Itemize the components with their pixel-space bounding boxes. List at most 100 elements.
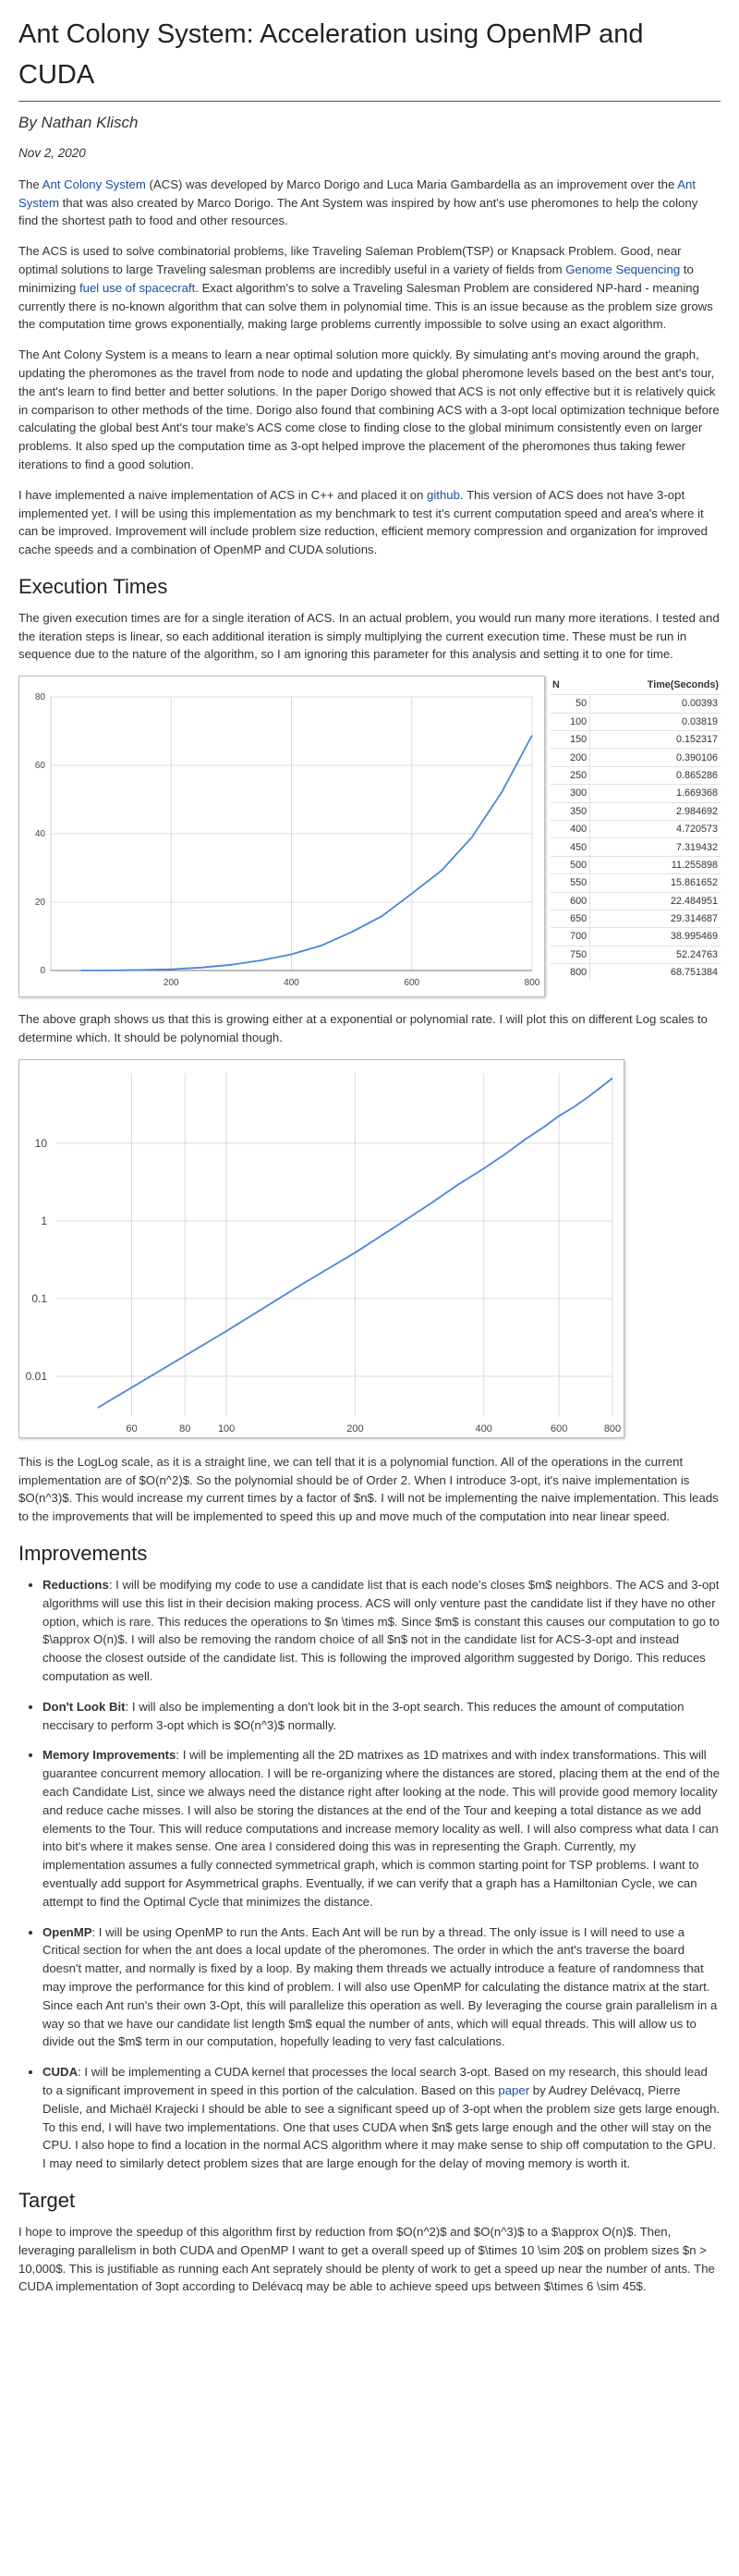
- cell-n: 350: [551, 801, 590, 821]
- list-item-reductions: Reductions: I will be modifying my code …: [42, 1576, 721, 1686]
- intro-paragraph-2: The ACS is used to solve combinatorial p…: [18, 242, 721, 334]
- cell-n: 700: [551, 927, 590, 946]
- table-row: 700 38.995469: [551, 927, 721, 946]
- text: . Exact algorithm's to solve a Traveling…: [18, 280, 713, 332]
- item-text: by Audrey Delévacq, Pierre Delisle, and …: [42, 2082, 721, 2171]
- column-header-time: Time(Seconds): [647, 679, 719, 691]
- github-link[interactable]: github: [427, 487, 460, 502]
- x-tick-label: 400: [284, 978, 299, 988]
- execution-paragraph-3: This is the LogLog scale, as it is a str…: [18, 1454, 719, 1524]
- table-row: 50 0.00393: [551, 694, 721, 714]
- table-row: 200 0.390106: [551, 748, 721, 767]
- text: (ACS) was developed by Marco Dorigo and …: [145, 177, 678, 191]
- x-tick-label: 400: [476, 1423, 492, 1435]
- table-row: 650 29.314687: [551, 909, 721, 928]
- cell-time: 0.03819: [589, 712, 721, 731]
- improvements-list: Reductions: I will be modifying my code …: [18, 1576, 721, 2173]
- table-row: 750 52.24763: [551, 945, 721, 964]
- paper-link[interactable]: paper: [498, 2082, 530, 2097]
- cell-n: 600: [551, 891, 590, 910]
- y-tick-label: 80: [35, 692, 46, 702]
- cell-time: 52.24763: [589, 945, 721, 964]
- item-text: : I will be implementing all the 2D matr…: [42, 1748, 721, 1909]
- cell-time: 29.314687: [589, 909, 721, 928]
- y-tick-label: 40: [35, 829, 46, 839]
- table-row: 250 0.865286: [551, 765, 721, 785]
- cell-time: 1.669368: [589, 784, 721, 803]
- publish-date: Nov 2, 2020: [18, 145, 86, 160]
- intro-paragraph-4: I have implemented a naive implementatio…: [18, 486, 721, 559]
- y-tick-label: 0.01: [26, 1370, 48, 1383]
- table-row: 500 11.255898: [551, 855, 721, 874]
- y-tick-label: 60: [35, 761, 46, 771]
- y-tick-label: 0.1: [31, 1292, 47, 1305]
- x-tick-label: 200: [164, 978, 179, 988]
- cell-n: 300: [551, 784, 590, 803]
- item-text: : I will also be implementing a don't lo…: [42, 1699, 684, 1732]
- text: to minimizing: [18, 262, 694, 295]
- text: The: [18, 177, 42, 191]
- cell-n: 650: [551, 909, 590, 928]
- table-row: 800 68.751384: [551, 963, 721, 982]
- ant-system-link[interactable]: Ant System: [18, 177, 697, 210]
- cell-time: 0.390106: [589, 748, 721, 767]
- linear-chart-row: 200 400 600 800 0 20 40 60 80 N Time(Seconds) 50…: [18, 676, 721, 998]
- list-item-cuda: CUDA: I will be implementing a CUDA kern…: [42, 2063, 721, 2173]
- y-tick-label: 1: [41, 1215, 47, 1227]
- item-label: CUDA: [42, 2065, 79, 2080]
- author-byline: By Nathan Klisch: [18, 114, 139, 131]
- table-row: 450 7.319432: [551, 837, 721, 857]
- linear-chart-frame: 200 400 600 800 0 20 40 60 80: [18, 676, 545, 998]
- text: . This version of ACS does not have 3-op…: [18, 487, 708, 557]
- execution-times-heading: Execution Times: [18, 574, 168, 598]
- table-row: 400 4.720573: [551, 820, 721, 838]
- cell-time: 0.152317: [589, 730, 721, 749]
- y-tick-label: 20: [35, 897, 46, 908]
- cell-n: 200: [551, 748, 590, 767]
- article: Ant Colony System: Acceleration using Op…: [0, 0, 739, 2326]
- list-item-dont-look-bit: Don't Look Bit: I will also be implement…: [42, 1698, 721, 1735]
- cell-time: 7.319432: [589, 837, 721, 857]
- text: I have implemented a naive implementatio…: [18, 487, 428, 502]
- cell-n: 750: [551, 945, 590, 964]
- series-line: [97, 1077, 613, 1409]
- x-tick-label: 600: [404, 978, 419, 988]
- text: that was also created by Marco Dorigo. T…: [18, 195, 698, 228]
- cell-n: 150: [551, 730, 590, 749]
- cell-time: 38.995469: [589, 927, 721, 946]
- y-tick-label: 0: [40, 966, 45, 976]
- x-tick-label: 80: [179, 1423, 190, 1435]
- improvements-heading: Improvements: [18, 1542, 148, 1566]
- loglog-chart-frame: 60 80 100 200 400 600 800 0.01 0.1 1 10: [18, 1058, 624, 1438]
- cell-n: 50: [551, 694, 590, 714]
- loglog-time-chart: 60 80 100 200 400 600 800 0.01 0.1 1 10: [26, 1072, 621, 1435]
- genome-sequencing-link[interactable]: Genome Sequencing: [565, 262, 681, 276]
- intro-paragraph-3: The Ant Colony System is a means to lear…: [18, 348, 720, 471]
- intro-paragraph-1: The Ant Colony System (ACS) was develope…: [18, 176, 721, 230]
- linear-time-chart: 200 400 600 800 0 20 40 60 80: [35, 692, 540, 988]
- cell-time: 68.751384: [589, 963, 721, 982]
- cell-time: 2.984692: [589, 801, 721, 821]
- x-tick-label: 800: [604, 1423, 621, 1435]
- x-tick-label: 600: [551, 1423, 567, 1435]
- list-item-memory: Memory Improvements: I will be implement…: [42, 1746, 721, 1911]
- table-row: 150 0.152317: [551, 730, 721, 749]
- cell-time: 0.865286: [589, 765, 721, 785]
- cell-n: 800: [551, 963, 590, 982]
- column-header-n: N: [552, 679, 560, 691]
- cell-n: 100: [551, 712, 590, 731]
- cell-n: 250: [551, 765, 590, 785]
- spacecraft-fuel-link[interactable]: fuel use of spacecraft: [79, 280, 196, 295]
- page-title: Ant Colony System: Acceleration using Op…: [18, 15, 721, 102]
- table-row: 600 22.484951: [551, 891, 721, 910]
- execution-paragraph-2: The above graph shows us that this is gr…: [18, 1012, 709, 1045]
- target-heading: Target: [18, 2188, 76, 2212]
- table-row: 100 0.03819: [551, 712, 721, 731]
- cell-time: 15.861652: [589, 873, 721, 893]
- cell-time: 22.484951: [589, 891, 721, 910]
- cell-time: 4.720573: [589, 820, 721, 838]
- ant-colony-system-link[interactable]: Ant Colony System: [42, 177, 146, 191]
- item-text: : I will be modifying my code to use a c…: [42, 1578, 720, 1684]
- cell-time: 11.255898: [589, 855, 721, 874]
- table-row: 550 15.861652: [551, 873, 721, 893]
